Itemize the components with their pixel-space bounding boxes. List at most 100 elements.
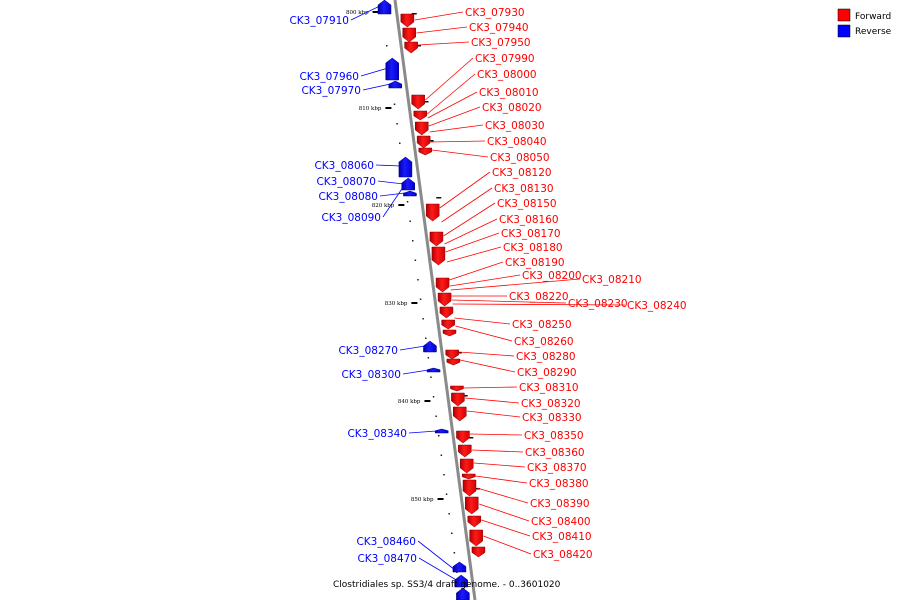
gene-label-ck3-08150: CK3_08150	[497, 198, 557, 210]
leader-line	[402, 369, 429, 375]
gene-feature-ck3-08150	[429, 231, 444, 247]
gene-feature-ck3-08470	[454, 574, 468, 588]
gene-feature-ck3-07970	[388, 80, 403, 89]
gene-feature-ck3-08410	[467, 515, 482, 528]
axis-dot	[414, 259, 417, 261]
legend-forward-swatch	[837, 8, 851, 22]
tick-label-850-kbp: 850 kbp	[411, 497, 434, 503]
gene-feature-ck3-08260	[442, 329, 457, 337]
axis-dot	[425, 337, 427, 339]
gene-feature-ck3-08360	[458, 444, 472, 458]
feature-tick	[411, 13, 417, 15]
leader-line	[483, 535, 532, 555]
gene-label-ck3-08020: CK3_08020	[482, 102, 542, 114]
gene-feature-ck3-08280	[445, 349, 459, 360]
gene-feature-ck3-07940	[402, 27, 416, 43]
leader-line	[441, 187, 493, 223]
leader-line	[417, 540, 456, 571]
leader-line	[414, 11, 464, 21]
leader-line	[466, 410, 521, 418]
gene-label-ck3-08030: CK3_08030	[485, 120, 545, 132]
gene-label-ck3-08130: CK3_08130	[494, 183, 554, 195]
gene-label-ck3-08410: CK3_08410	[532, 531, 592, 543]
legend-reverse-label: Reverse	[855, 27, 892, 37]
leader-line	[459, 359, 516, 373]
gene-feature-ck3-08230	[439, 306, 454, 319]
feature-tick	[436, 197, 442, 199]
gene-feature-ck3-08330	[453, 406, 467, 422]
leader-line	[360, 67, 389, 77]
gene-label-ck3-08190: CK3_08190	[505, 257, 565, 269]
axis-dot	[440, 454, 443, 456]
leader-line	[379, 192, 405, 197]
gene-label-ck3-08010: CK3_08010	[479, 87, 539, 99]
legend-forward-label: Forward	[855, 12, 891, 22]
leader-line	[454, 317, 511, 325]
leader-line	[452, 303, 626, 306]
gene-label-ck3-08180: CK3_08180	[503, 242, 563, 254]
gene-label-ck3-08070: CK3_08070	[316, 176, 376, 188]
gene-label-ck3-08220: CK3_08220	[509, 291, 569, 303]
gene-feature-ck3-08390	[462, 479, 477, 497]
gene-label-ck3-07930: CK3_07930	[465, 7, 525, 19]
gene-label-ck3-08400: CK3_08400	[531, 516, 591, 528]
feature-tick	[468, 437, 474, 439]
gene-label-ck3-08040: CK3_08040	[487, 136, 547, 148]
gene-label-ck3-08340: CK3_08340	[347, 428, 407, 440]
leader-line	[375, 164, 402, 167]
gene-label-ck3-08270: CK3_08270	[338, 345, 398, 357]
gene-feature-ck3-08250	[441, 319, 455, 330]
axis-dot	[438, 435, 440, 437]
tick-mark	[398, 204, 405, 206]
gene-feature-ck3-08190	[435, 277, 450, 293]
tick-mark	[411, 302, 418, 304]
gene-feature-ck3-08320	[451, 392, 465, 407]
gene-feature-ck3-08070	[401, 177, 415, 191]
gene-feature-ck3-08310	[450, 385, 464, 392]
feature-tick	[456, 352, 462, 354]
gene-label-ck3-08120: CK3_08120	[492, 167, 552, 179]
axis-dot	[406, 201, 409, 203]
leader-line	[430, 140, 486, 143]
gene-feature-ck3-08420b	[471, 546, 486, 558]
leader-line	[428, 106, 481, 127]
scale-ticks: 800 kbp 810 kbp 820 kbp 830 kbp 840 kbp 850 k…	[346, 10, 444, 503]
feature-tick	[428, 140, 434, 142]
gene-label-ck3-08300: CK3_08300	[341, 369, 401, 381]
gene-label-ck3-08230: CK3_08230	[568, 298, 628, 310]
axis-dot	[409, 220, 411, 222]
leader-line	[469, 433, 523, 436]
gene-label-ck3-07970: CK3_07970	[301, 85, 361, 97]
gene-feature-ck3-08020	[415, 121, 429, 136]
gene-label-ck3-08060: CK3_08060	[314, 160, 374, 172]
gene-label-ck3-08350: CK3_08350	[524, 430, 584, 442]
gene-feature-ck3-08290	[446, 358, 461, 366]
gene-feature-ck3-08370	[459, 458, 474, 474]
genome-caption: Clostridiales sp. SS3/4 draft genome. - …	[333, 580, 561, 590]
gene-label-ck3-08000: CK3_08000	[477, 69, 537, 81]
leader-line	[377, 180, 404, 185]
gene-label-ck3-08160: CK3_08160	[499, 214, 559, 226]
axis-dot	[453, 552, 456, 554]
gene-feature-ck3-07950	[404, 41, 418, 54]
gene-label-ck3-08170: CK3_08170	[501, 228, 561, 240]
leader-line	[451, 299, 567, 304]
leader-line	[408, 430, 437, 434]
tick-mark	[385, 107, 392, 109]
gene-feature-ck3-07930	[400, 13, 415, 28]
gene-feature-ck3-08170	[431, 246, 446, 266]
gene-label-ck3-08210: CK3_08210	[582, 274, 642, 286]
leader-line	[481, 519, 531, 537]
gene-label-ck3-08310: CK3_08310	[519, 382, 579, 394]
gene-label-ck3-08200: CK3_08200	[522, 270, 582, 282]
leader-line	[418, 557, 457, 581]
gene-label-ck3-08420: CK3_08420	[533, 549, 593, 561]
axis-dot	[435, 415, 437, 417]
leader-line	[425, 57, 474, 101]
gene-feature-ck3-08300	[426, 367, 441, 373]
gene-label-ck3-08240: CK3_08240	[627, 300, 687, 312]
gene-label-ck3-08280: CK3_08280	[516, 351, 576, 363]
leader-line	[450, 278, 581, 291]
leader-line	[439, 171, 491, 209]
